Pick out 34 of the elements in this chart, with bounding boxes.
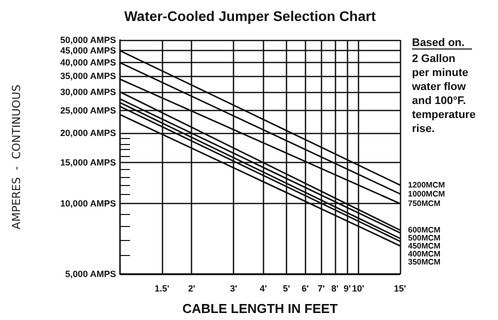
series-label: 500MCM <box>408 234 441 243</box>
x-tick-label: 5' <box>282 284 290 294</box>
series-label: 350MCM <box>408 258 441 267</box>
y-tick-label: 10,000 AMPS <box>60 198 116 209</box>
x-tick-label: 10' <box>352 284 364 294</box>
y-tick-label: 40,000 AMPS <box>60 58 116 68</box>
y-tick-label: 30,000 AMPS <box>60 86 116 97</box>
y-axis-title: AMPERES - CONTINUOUS <box>10 84 23 230</box>
x-tick-label: 7' <box>318 284 325 294</box>
y-tick-label: 15,000 AMPS <box>60 157 116 168</box>
x-tick-label: 9' <box>344 284 351 294</box>
y-tick-label: 35,000 AMPS <box>60 71 116 82</box>
series-label: 1200MCM <box>408 180 446 190</box>
text: 2 Gallon per minute water flow and 100°F. temperature rise. <box>411 53 476 135</box>
x-tick-label: 3' <box>230 284 238 294</box>
series-label: 750MCM <box>408 199 441 208</box>
x-axis-title: CABLE LENGTH IN FEET <box>182 301 338 316</box>
series-label: 600MCM <box>408 226 441 235</box>
y-tick-label: 50,000 AMPS <box>60 35 116 45</box>
x-tick-label: 8' <box>331 284 339 294</box>
y-tick-label: 5,000 AMPS <box>65 269 116 279</box>
series-label: 400MCM <box>408 250 441 259</box>
x-tick-label: 6' <box>302 284 309 294</box>
series-label: 1000MCM <box>408 189 446 198</box>
text: Based on. <box>412 37 465 49</box>
x-tick-label: 4' <box>260 284 267 294</box>
series-label: 450MCM <box>408 242 441 251</box>
y-tick-label: 20,000 AMPS <box>60 128 116 138</box>
x-tick-label: 2' <box>188 284 196 294</box>
y-tick-label: 45,000 AMPS <box>60 46 116 56</box>
x-tick-label: 1.5' <box>154 284 170 294</box>
chart-title: Water-Cooled Jumper Selection Chart <box>124 8 376 24</box>
x-tick-label: 15' <box>394 284 406 294</box>
y-tick-label: 25,000 AMPS <box>60 105 116 116</box>
